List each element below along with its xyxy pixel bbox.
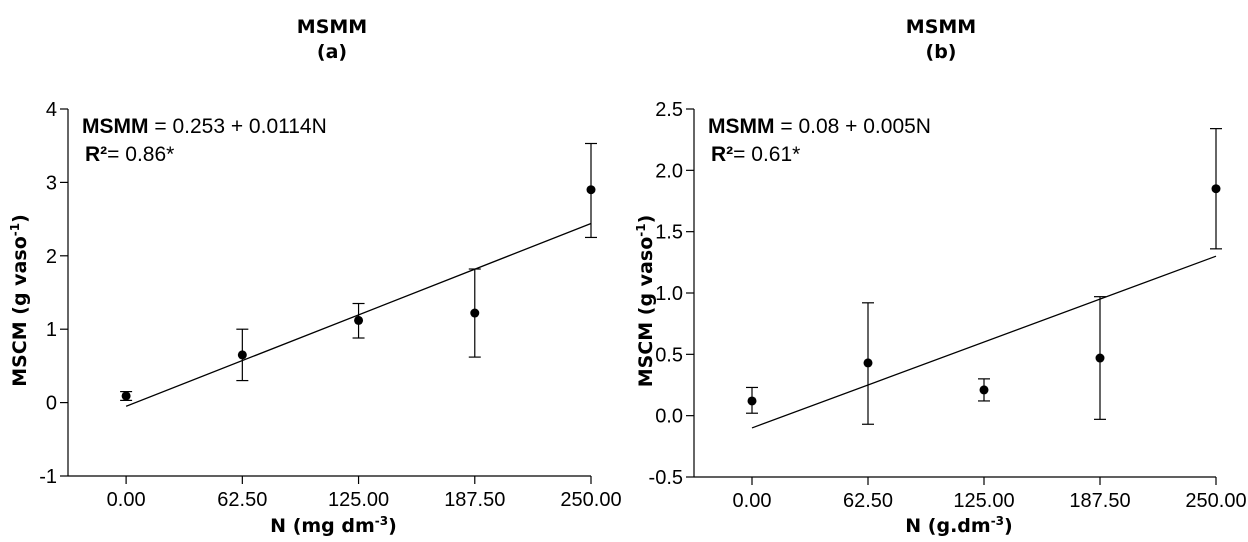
- chart-b: MSMM (b) -0.5 0.0 0.5 1.0 1.5 2.0 2.5 0.00 62.50 12…: [634, 16, 1247, 537]
- y-axis-label: MSCM (g vaso-1): [634, 215, 657, 388]
- y-tick-label: 2.0: [655, 160, 683, 182]
- y-tick-label: 4: [46, 99, 57, 121]
- x-tick-label: 0.00: [107, 489, 146, 511]
- y-tick-label: -0.5: [649, 467, 683, 489]
- data-point: [863, 358, 873, 368]
- data-point: [1211, 184, 1221, 194]
- y-tick-label: 0: [46, 393, 57, 415]
- y-tick-label: 3: [46, 172, 57, 194]
- chart-subtitle: (b): [926, 41, 957, 63]
- x-tick-label: 0.00: [733, 490, 772, 512]
- regression-equation: MSMM = 0.253 + 0.0114N: [82, 115, 327, 138]
- y-tick-label: 1.5: [655, 222, 683, 244]
- y-tick-label: 2.5: [655, 99, 683, 121]
- y-tick-label: 0.5: [655, 344, 683, 366]
- x-axis-label: N (g.dm-3): [905, 514, 1012, 537]
- r-squared: R²= 0.61*: [711, 143, 800, 166]
- x-tick-label: 250.00: [560, 489, 621, 511]
- r-squared: R²= 0.86*: [85, 143, 174, 166]
- data-point: [747, 396, 757, 406]
- data-point: [354, 315, 364, 325]
- data-point: [979, 385, 989, 395]
- chart-title: MSMM: [297, 16, 367, 38]
- x-tick-label: 187.50: [444, 489, 505, 511]
- data-point: [1095, 353, 1105, 363]
- data-point: [121, 391, 131, 401]
- chart-title: MSMM: [906, 16, 976, 38]
- x-tick-label: 187.50: [1069, 490, 1130, 512]
- x-tick-label: 62.50: [843, 490, 893, 512]
- chart-a: MSMM (a) -1 0 1 2 3 4 0.00 62.50 125.00 187.50 250.0…: [8, 16, 622, 537]
- y-axis-label: MSCM (g vaso-1): [8, 214, 31, 387]
- data-point: [586, 185, 596, 195]
- x-tick-label: 250.00: [1185, 490, 1246, 512]
- x-tick-label: 125.00: [328, 489, 389, 511]
- y-tick-label: 0.0: [655, 406, 683, 428]
- data-point: [237, 350, 247, 360]
- x-tick-label: 125.00: [953, 490, 1014, 512]
- y-tick-label: 2: [46, 246, 57, 268]
- chart-subtitle: (a): [317, 41, 347, 63]
- data-point: [470, 308, 480, 318]
- y-tick-label: 1: [46, 319, 57, 341]
- y-tick-label: -1: [39, 466, 57, 488]
- regression-line: [751, 255, 1217, 429]
- x-axis-label: N (mg dm-3): [270, 514, 397, 537]
- x-tick-label: 62.50: [217, 489, 267, 511]
- regression-equation: MSMM = 0.08 + 0.005N: [708, 115, 931, 138]
- y-tick-label: 1.0: [655, 283, 683, 305]
